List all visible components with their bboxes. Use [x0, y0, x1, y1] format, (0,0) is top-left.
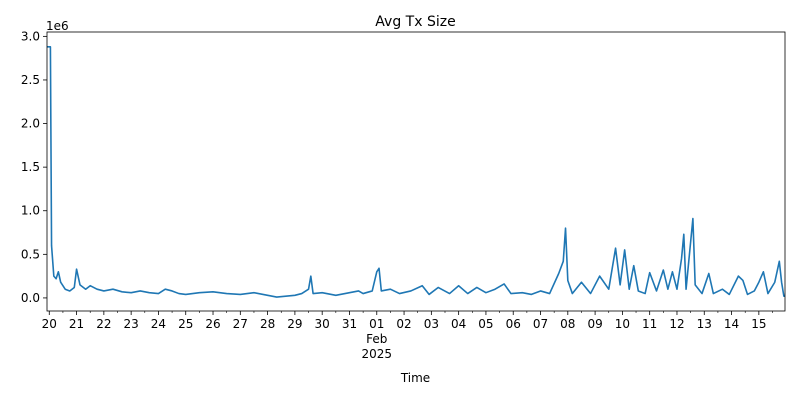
x-tick-label: 21	[69, 317, 84, 331]
y-tick-label: 2.0	[21, 117, 40, 131]
y-tick-label: 0.5	[21, 247, 40, 261]
x-tick-label: 01	[369, 317, 384, 331]
y-tick-label: 3.0	[21, 29, 40, 43]
x-tick-label: 11	[642, 317, 657, 331]
series-line	[47, 46, 785, 298]
x-tick-label: 09	[587, 317, 602, 331]
x-tick-label: 06	[506, 317, 521, 331]
x-tick-label: 05	[478, 317, 493, 331]
x-tick-label: 31	[342, 317, 357, 331]
y-tick-label: 2.5	[21, 73, 40, 87]
x-tick-label: 26	[205, 317, 220, 331]
x-tick-label: 15	[751, 317, 766, 331]
x-tick-label: 22	[96, 317, 111, 331]
x-tick-label: 14	[724, 317, 739, 331]
x-tick-label: 08	[560, 317, 575, 331]
x-tick-label: 03	[424, 317, 439, 331]
x-tick-label: 27	[233, 317, 248, 331]
x-tick-label: 24	[151, 317, 166, 331]
x-tick-label: 30	[315, 317, 330, 331]
x-tick-sublabel-month: Feb	[366, 332, 387, 346]
x-tick-label: 04	[451, 317, 466, 331]
y-tick-label: 1.0	[21, 204, 40, 218]
x-tick-sublabel-year: 2025	[361, 347, 392, 361]
x-tick-label: 13	[697, 317, 712, 331]
x-tick-label: 28	[260, 317, 275, 331]
chart-title: Avg Tx Size	[375, 14, 455, 30]
x-tick-label: 23	[124, 317, 139, 331]
y-tick-label: 0.0	[21, 291, 40, 305]
x-tick-label: 12	[669, 317, 684, 331]
plot-frame	[46, 31, 786, 312]
x-tick-label: 25	[178, 317, 193, 331]
x-tick-label: 10	[615, 317, 630, 331]
x-tick-label: 07	[533, 317, 548, 331]
y-tick-label: 1.5	[21, 160, 40, 174]
x-axis-label: Time	[400, 371, 430, 385]
x-tick-label: 29	[287, 317, 302, 331]
x-tick-label: 02	[396, 317, 411, 331]
y-axis-ticks: 0.0 0.5 1.0 1.5 2.0 2.5 3.0	[21, 29, 47, 305]
y-offset-label: 1e6	[46, 19, 69, 33]
x-tick-label: 20	[42, 317, 57, 331]
